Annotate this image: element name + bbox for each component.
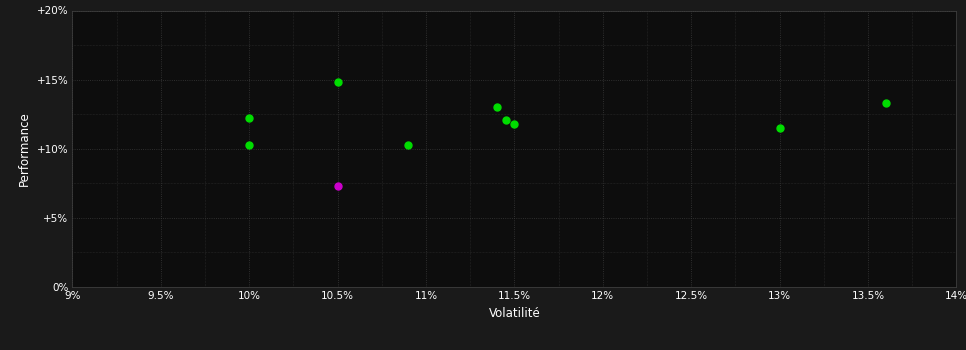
Point (329, 183, 345, 189)
Y-axis label: Performance: Performance (18, 111, 31, 186)
Point (242, 142, 257, 147)
Point (506, 121, 522, 127)
Point (497, 117, 513, 122)
X-axis label: Volatilité: Volatilité (489, 307, 540, 320)
Point (489, 105, 504, 110)
Point (878, 100, 894, 106)
Point (242, 116, 257, 121)
Point (329, 79, 345, 85)
Point (772, 125, 787, 131)
Point (401, 142, 416, 147)
